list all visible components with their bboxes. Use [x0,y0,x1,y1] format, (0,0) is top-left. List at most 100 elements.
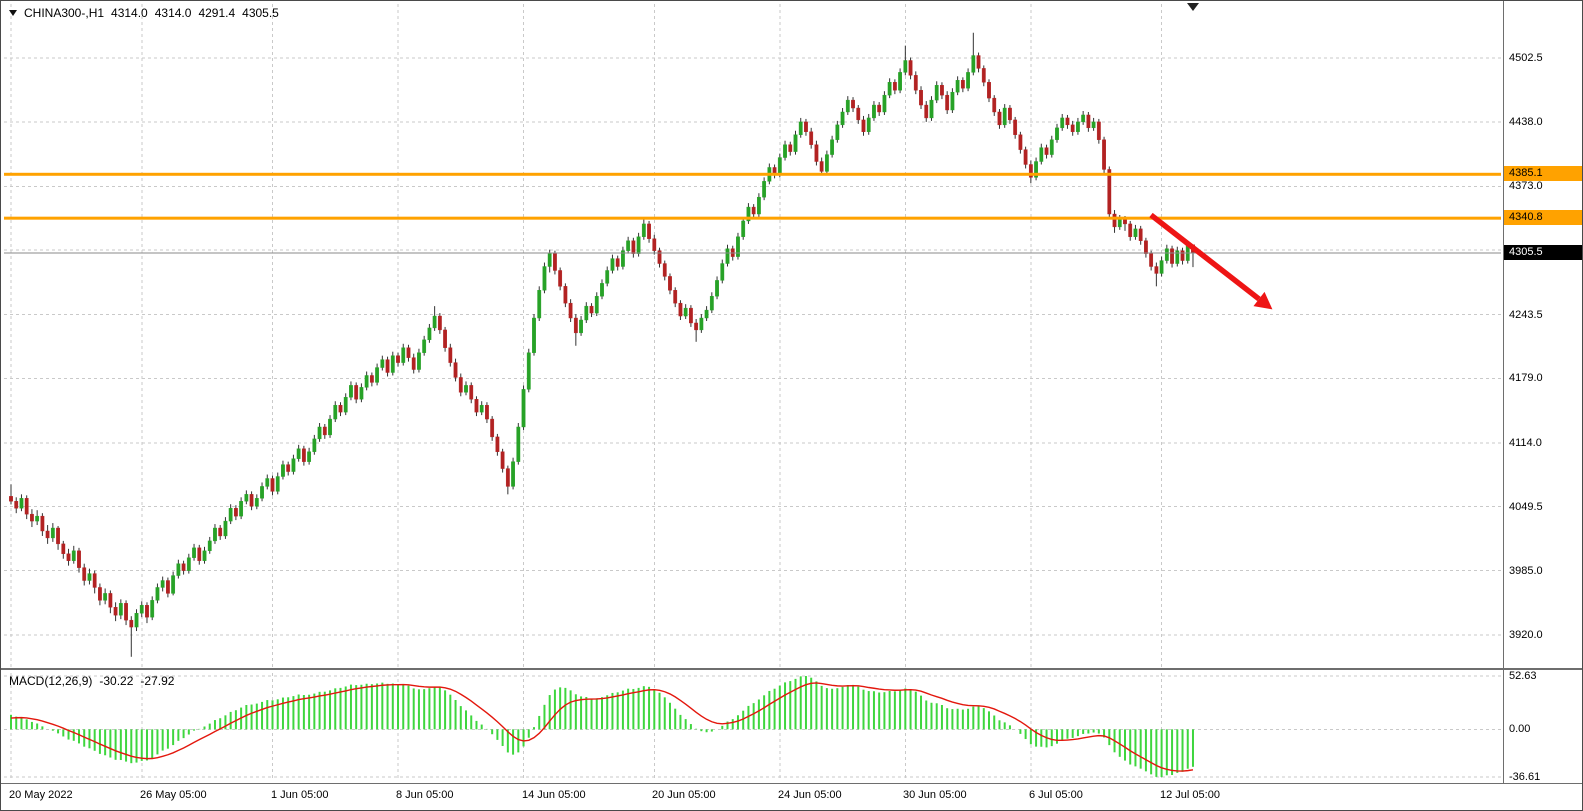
candle-body [683,307,688,317]
horizontal-level-line[interactable] [4,216,1501,220]
candle-body [1128,223,1133,237]
candle-body [610,258,615,271]
candle-body [82,567,87,581]
candle-body [830,139,835,155]
panel-separator[interactable] [1,668,1582,670]
candle-body [762,181,767,198]
candle-body [213,527,217,542]
candle-body [24,498,29,515]
candle-body [589,305,594,314]
candle-body [1091,121,1096,129]
candle-body [987,82,991,99]
candle-body [741,220,746,237]
candle-body [338,404,343,413]
candle-body [301,448,306,462]
horizontal-level-line[interactable] [4,172,1501,176]
candle-body [1133,228,1138,237]
candle-body [521,389,526,428]
candle-body [615,258,620,267]
symbol-title: CHINA300-,H1 [24,6,105,20]
candle-body [56,527,60,545]
candle-body [223,520,228,537]
chart-shift-icon[interactable] [1187,3,1199,11]
candle-body [877,104,882,113]
candle-body [218,527,223,537]
candle-body [113,607,118,616]
trend-arrow-line[interactable] [1149,212,1261,302]
resistance-price-badge: 4385.1 [1504,166,1582,181]
quote-high: 4314.0 [154,6,192,20]
candle-body [1065,117,1070,126]
candle-body [134,613,139,628]
candle-body [228,508,233,522]
candle-body [369,375,374,383]
candle-body [1013,119,1018,135]
candle-body [882,94,887,113]
candle-body [814,144,819,162]
candle-body [286,464,291,472]
candle-body [584,305,589,321]
candle-body [505,468,510,487]
candle-body [579,319,583,334]
candle-body [1002,107,1007,126]
candle-body [673,290,678,304]
candle-body [495,436,500,452]
candle-body [1138,228,1143,241]
time-axis-separator [1,783,1582,784]
candle-body [689,307,693,324]
candle-body [92,573,97,588]
candle-body [1102,139,1106,170]
candle-body [678,302,683,317]
candle-body [145,605,149,618]
candle-body [500,451,505,469]
support-price-badge: 4340.8 [1504,210,1582,225]
candle-body [343,397,348,413]
candle-body [1123,218,1127,225]
candle-body [396,355,400,363]
candle-body [50,527,55,539]
candle-body [725,248,730,264]
candle-body [903,60,908,73]
candle-body [699,317,704,331]
candle-body [98,587,102,601]
trend-arrow-head[interactable] [1253,291,1273,310]
current-price-badge: 4305.5 [1504,245,1582,260]
candle-body [1107,169,1112,215]
candle-body [547,253,552,267]
candle-body [756,196,761,215]
macd-signal-line [10,682,1194,772]
candle-body [892,82,897,91]
candle-body [464,385,468,393]
quote-open: 4314.0 [111,6,148,20]
candle-body [129,619,134,628]
candle-body [819,161,824,172]
candle-body [924,104,929,119]
candle-body [380,359,385,368]
candle-body [1096,121,1101,140]
candle-body [1180,250,1185,261]
candle-body [866,117,871,132]
candle-body [254,498,259,507]
candle-body [328,418,332,436]
candle-body [317,426,322,440]
candle-body [960,80,965,89]
candle-body [1034,161,1038,178]
candle-body [929,99,934,119]
candle-body [30,513,34,522]
candle-body [437,315,442,331]
candle-body [934,85,939,101]
candle-body [19,498,24,509]
candle-body [14,501,19,509]
candle-body [783,144,787,158]
candle-body [139,605,144,614]
candle-body [443,329,447,348]
candle-body [270,478,275,492]
symbol-dropdown-icon[interactable] [9,10,17,16]
candle-body [1044,147,1049,155]
candle-body [641,223,646,237]
candle-body [955,80,960,93]
candle-body [207,540,212,552]
candle-body [976,55,981,69]
